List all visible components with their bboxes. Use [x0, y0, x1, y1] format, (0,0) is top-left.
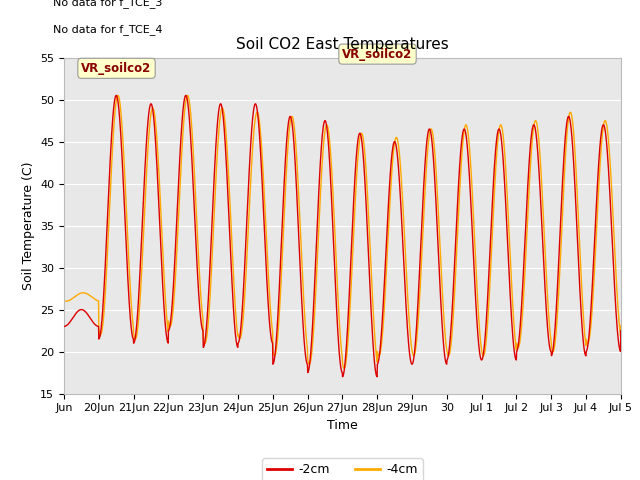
X-axis label: Time: Time: [327, 419, 358, 432]
Text: No data for f_TCE_3: No data for f_TCE_3: [53, 0, 162, 8]
Legend: -2cm, -4cm: -2cm, -4cm: [262, 458, 422, 480]
Text: VR_soilco2: VR_soilco2: [81, 62, 152, 75]
Text: VR_soilco2: VR_soilco2: [342, 48, 413, 60]
Title: Soil CO2 East Temperatures: Soil CO2 East Temperatures: [236, 37, 449, 52]
Text: No data for f_TCE_4: No data for f_TCE_4: [53, 24, 163, 35]
Y-axis label: Soil Temperature (C): Soil Temperature (C): [22, 161, 35, 290]
